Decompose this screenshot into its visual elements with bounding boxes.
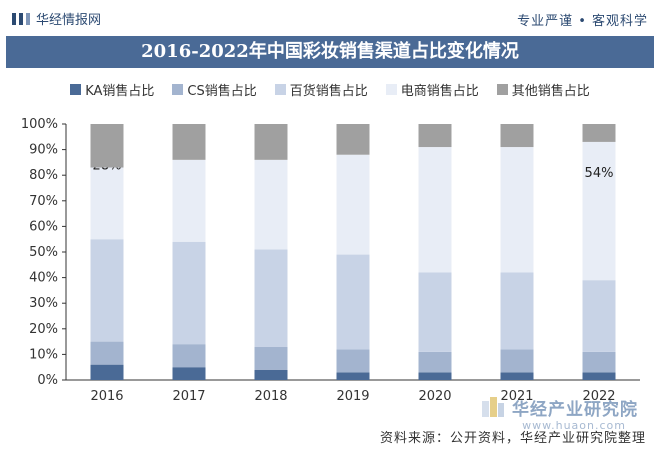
watermark-logo: 华经产业研究院	[482, 395, 638, 420]
bar-segment	[418, 272, 452, 352]
data-label: 54%	[585, 166, 614, 181]
bar-segment	[500, 124, 534, 148]
bar-segment	[336, 124, 370, 155]
bar-segment	[500, 372, 534, 380]
bar-segment	[500, 349, 534, 373]
watermark-emblem-icon	[482, 396, 504, 417]
bar-segment	[254, 249, 288, 347]
bar-segment	[418, 351, 452, 373]
y-tick-label: 20%	[29, 322, 58, 337]
bar-segment	[336, 349, 370, 373]
legend-swatch	[172, 84, 184, 95]
bar-segment	[254, 124, 288, 160]
bar-segment	[172, 159, 206, 242]
bar-segment	[90, 341, 124, 365]
bar-segment	[336, 254, 370, 350]
brand-logo-icon	[12, 12, 30, 25]
legend-swatch	[385, 84, 397, 95]
legend-label: KA销售占比	[85, 84, 155, 99]
legend-swatch	[274, 84, 286, 95]
brand-name: 华经情报网	[36, 13, 102, 28]
bar-segment	[418, 147, 452, 273]
bar-segment	[90, 167, 124, 240]
legend-label: 其他销售占比	[511, 84, 590, 99]
chart-legend: KA销售占比 CS销售占比 百货销售占比 电商销售占比 其他销售占比	[0, 80, 660, 99]
bar-segment	[582, 351, 616, 373]
legend-swatch	[70, 84, 82, 95]
legend-item: CS销售占比	[172, 80, 257, 99]
x-tick-label: 2017	[172, 389, 205, 404]
bar-segment	[172, 344, 206, 368]
x-tick-label: 2020	[418, 389, 451, 404]
x-tick-label: 2018	[254, 389, 287, 404]
bar-segment	[582, 280, 616, 352]
y-tick-label: 70%	[29, 194, 58, 209]
bar-segment	[254, 159, 288, 250]
x-tick-label: 2019	[336, 389, 369, 404]
legend-swatch	[496, 84, 508, 95]
bar-segment	[254, 346, 288, 370]
bar-segment	[336, 372, 370, 380]
y-tick-label: 0%	[37, 373, 58, 388]
bar-segment	[418, 124, 452, 148]
chart-title: 2016-2022年中国彩妆销售渠道占比变化情况	[6, 36, 654, 68]
y-tick-label: 80%	[29, 168, 58, 183]
legend-item: 百货销售占比	[274, 80, 368, 99]
bar-segment	[582, 141, 616, 281]
bar-segment	[582, 124, 616, 142]
bar-segment	[172, 367, 206, 380]
source-note: 资料来源：公开资料，华经产业研究院整理	[379, 431, 646, 446]
legend-item: 其他销售占比	[496, 80, 590, 99]
watermark-url: www.huaon.com	[522, 419, 626, 432]
watermark-name: 华经产业研究院	[512, 400, 638, 420]
x-tick-label: 2016	[90, 389, 123, 404]
y-tick-label: 50%	[29, 245, 58, 260]
bar-segment	[336, 154, 370, 255]
y-tick-label: 90%	[29, 143, 58, 158]
bar-segment	[90, 364, 124, 380]
bar-segment	[254, 369, 288, 380]
y-tick-label: 30%	[29, 296, 58, 311]
bar-segment	[500, 147, 534, 273]
legend-label: 百货销售占比	[289, 84, 368, 99]
bar-segment	[172, 124, 206, 160]
y-tick-label: 60%	[29, 219, 58, 234]
x-tick-label: 2022	[582, 389, 615, 404]
legend-item: 电商销售占比	[385, 80, 479, 99]
bar-segment	[582, 372, 616, 380]
bar-segment	[172, 241, 206, 345]
bar-segment	[90, 239, 124, 342]
y-tick-label: 100%	[21, 117, 58, 132]
y-tick-label: 10%	[29, 347, 58, 362]
top-bar: 华经情报网 专业严谨 • 客观科学	[0, 0, 660, 34]
bar-segment	[418, 372, 452, 380]
legend-label: CS销售占比	[187, 84, 257, 99]
x-tick-label: 2021	[500, 389, 533, 404]
brand: 华经情报网	[12, 9, 101, 28]
legend-label: 电商销售占比	[400, 84, 479, 99]
legend-item: KA销售占比	[70, 80, 154, 99]
bar-segment	[90, 124, 124, 168]
slogan: 专业严谨 • 客观科学	[517, 14, 648, 29]
bar-segment	[500, 272, 534, 350]
y-tick-label: 40%	[29, 271, 58, 286]
